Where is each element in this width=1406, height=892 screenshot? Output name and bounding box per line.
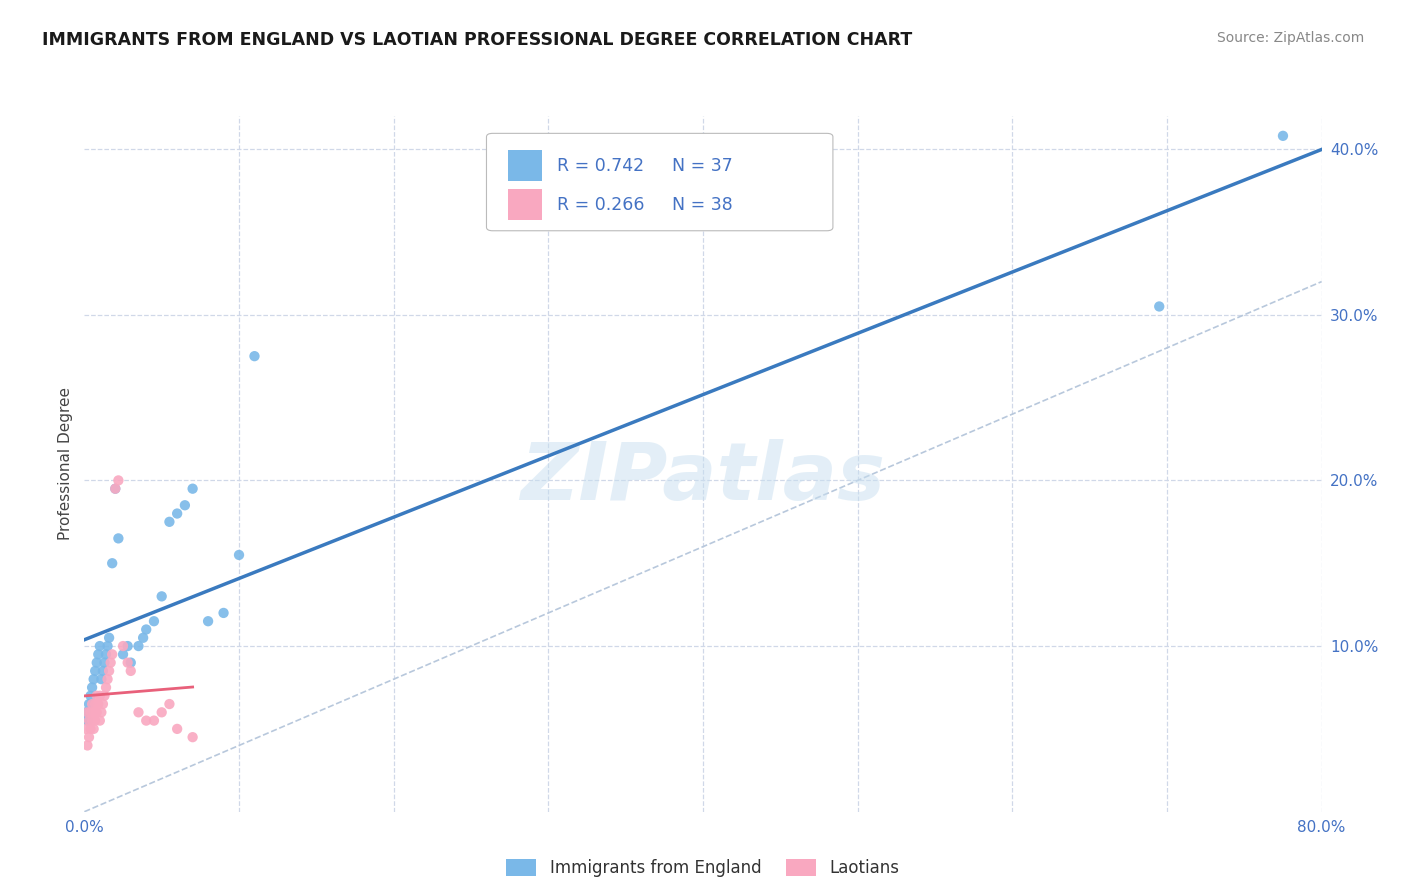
Point <box>86 689 108 703</box>
Point <box>166 722 188 736</box>
Point <box>93 656 115 670</box>
Point <box>86 656 108 670</box>
Bar <box>508 150 543 181</box>
Text: IMMIGRANTS FROM ENGLAND VS LAOTIAN PROFESSIONAL DEGREE CORRELATION CHART: IMMIGRANTS FROM ENGLAND VS LAOTIAN PROFE… <box>42 31 912 49</box>
Point <box>107 474 129 488</box>
Point <box>120 664 142 678</box>
Point <box>127 706 149 720</box>
Point <box>83 706 105 720</box>
FancyBboxPatch shape <box>486 134 832 231</box>
Point <box>82 714 104 728</box>
Point <box>86 706 108 720</box>
Point <box>82 681 104 695</box>
Point <box>96 672 118 686</box>
Point <box>87 648 110 662</box>
Point <box>77 730 100 744</box>
Text: Source: ZipAtlas.com: Source: ZipAtlas.com <box>1216 31 1364 45</box>
Point <box>107 532 129 546</box>
Point <box>166 507 188 521</box>
Point <box>159 515 180 529</box>
Point <box>120 656 142 670</box>
Point <box>100 656 122 670</box>
Point <box>87 697 110 711</box>
Point <box>91 697 114 711</box>
Point <box>112 648 135 662</box>
Point <box>77 697 100 711</box>
Legend: Immigrants from England, Laotians: Immigrants from England, Laotians <box>499 852 907 883</box>
Point <box>94 681 117 695</box>
Point <box>77 714 100 728</box>
Point <box>104 482 127 496</box>
Text: N = 38: N = 38 <box>672 195 733 214</box>
Text: ZIPatlas: ZIPatlas <box>520 439 886 516</box>
Point <box>89 689 111 703</box>
Point <box>75 722 97 736</box>
Point <box>243 349 266 363</box>
Point <box>79 722 101 736</box>
Point <box>96 639 118 653</box>
Point <box>90 672 112 686</box>
Point <box>117 656 139 670</box>
Point <box>212 606 235 620</box>
Point <box>150 590 173 604</box>
Point <box>228 548 250 562</box>
Point <box>181 482 204 496</box>
Point <box>83 722 105 736</box>
Text: R = 0.266: R = 0.266 <box>557 195 644 214</box>
Point <box>89 714 111 728</box>
Point <box>94 648 117 662</box>
Point <box>84 664 107 678</box>
Point <box>1271 128 1294 143</box>
Point <box>98 664 121 678</box>
Point <box>135 714 157 728</box>
Point <box>143 714 166 728</box>
Point <box>117 639 139 653</box>
Text: N = 37: N = 37 <box>672 157 733 175</box>
Point <box>79 706 101 720</box>
Point <box>181 730 204 744</box>
Point <box>150 706 173 720</box>
Point <box>132 631 155 645</box>
Point <box>75 706 97 720</box>
Point <box>76 706 98 720</box>
Point <box>104 482 127 496</box>
Point <box>143 614 166 628</box>
Point <box>112 639 135 653</box>
Y-axis label: Professional Degree: Professional Degree <box>58 387 73 541</box>
Point <box>90 706 112 720</box>
Point <box>82 697 104 711</box>
Point <box>98 631 121 645</box>
Point <box>79 689 101 703</box>
Point <box>135 623 157 637</box>
Point <box>84 714 107 728</box>
Point <box>76 739 98 753</box>
Point <box>1147 300 1170 314</box>
Point <box>197 614 219 628</box>
Point <box>91 664 114 678</box>
Text: R = 0.742: R = 0.742 <box>557 157 644 175</box>
Point <box>93 689 115 703</box>
Point <box>174 498 197 512</box>
Point <box>84 697 107 711</box>
Point <box>101 556 124 570</box>
Point <box>127 639 149 653</box>
Point <box>83 672 105 686</box>
Point <box>76 714 98 728</box>
Point <box>89 639 111 653</box>
Bar <box>508 189 543 220</box>
Point <box>159 697 180 711</box>
Point <box>101 648 124 662</box>
